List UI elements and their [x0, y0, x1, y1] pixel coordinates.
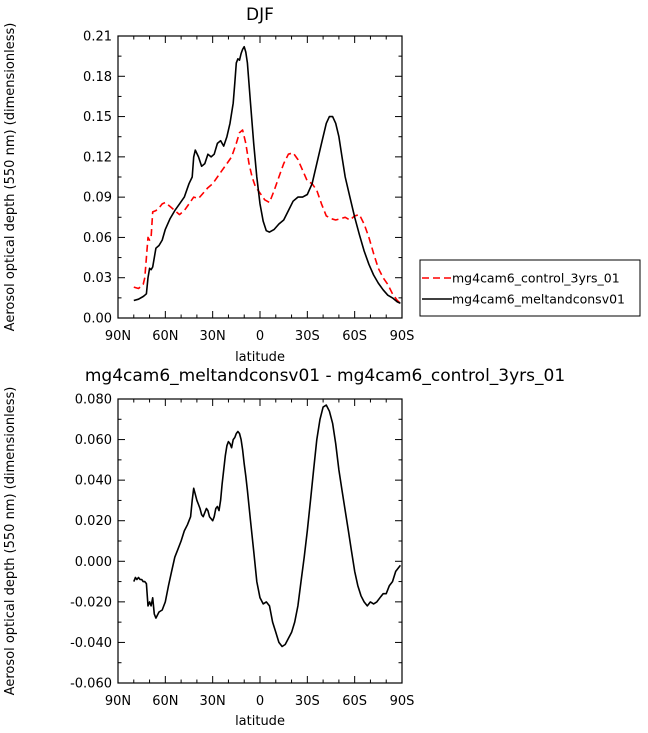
chart-panel-1: DJF 90N 60N 30N 0 30S 60S 90S 0.00 0.03 0.06 0.09 0.…	[3, 5, 641, 365]
legend-label: mg4cam6_meltandconsv01	[452, 292, 625, 307]
x-tick-label: 60N	[152, 694, 178, 709]
chart-title: mg4cam6_meltandconsv01 - mg4cam6_control…	[85, 366, 565, 386]
y-axis-label: Aerosol optical depth (550 nm) (dimensio…	[3, 23, 18, 332]
x-axis-label: latitude	[235, 350, 285, 365]
x-tick-label: 0	[256, 329, 264, 344]
x-tick-label: 90N	[105, 329, 131, 344]
x-tick-label: 30S	[295, 694, 320, 709]
y-tick-label: 0.040	[75, 474, 112, 489]
x-tick-label: 60S	[342, 329, 367, 344]
x-tick-label: 60S	[342, 694, 367, 709]
chart-panel-2: mg4cam6_meltandconsv01 - mg4cam6_control…	[3, 366, 565, 729]
plot-frame	[117, 398, 403, 684]
x-tick-label: 90S	[390, 694, 415, 709]
y-tick-label: 0.03	[83, 271, 112, 286]
x-tick-label: 30S	[295, 329, 320, 344]
y-tick-label: 0.06	[83, 231, 112, 246]
x-tick-label: 30N	[200, 694, 226, 709]
legend-box	[419, 259, 641, 317]
y-tick-label: 0.18	[83, 70, 112, 85]
x-tick-label: 90S	[390, 329, 415, 344]
x-tick-label: 30N	[200, 329, 226, 344]
x-tick-label: 60N	[152, 329, 178, 344]
y-tick-label: 0.00	[83, 312, 112, 327]
y-tick-label: 0.080	[75, 393, 112, 408]
y-tick-label: -0.040	[70, 636, 112, 651]
series-line-1	[133, 129, 401, 304]
legend-label: mg4cam6_control_3yrs_01	[452, 271, 620, 286]
y-tick-label: 0.15	[83, 110, 112, 125]
y-tick-label: -0.060	[70, 677, 112, 692]
y-tick-label: 0.020	[75, 514, 112, 529]
y-tick-label: 0.09	[83, 191, 112, 206]
y-tick-label: 0.12	[83, 150, 112, 165]
x-tick-label: 0	[256, 694, 264, 709]
y-tick-label: 0.21	[83, 30, 112, 45]
plot-frame	[117, 35, 403, 319]
y-tick-label: -0.020	[70, 595, 112, 610]
x-tick-label: 90N	[105, 694, 131, 709]
chart-title: DJF	[246, 5, 274, 25]
y-axis-label: Aerosol optical depth (550 nm) (dimensio…	[3, 387, 18, 696]
y-tick-label: 0.060	[75, 433, 112, 448]
series-line-1	[133, 404, 402, 648]
legend: mg4cam6_control_3yrs_01 mg4cam6_meltandco…	[419, 259, 641, 317]
x-axis-label: latitude	[235, 714, 285, 729]
y-tick-label: 0.000	[75, 555, 112, 570]
series-line-2	[133, 45, 401, 304]
